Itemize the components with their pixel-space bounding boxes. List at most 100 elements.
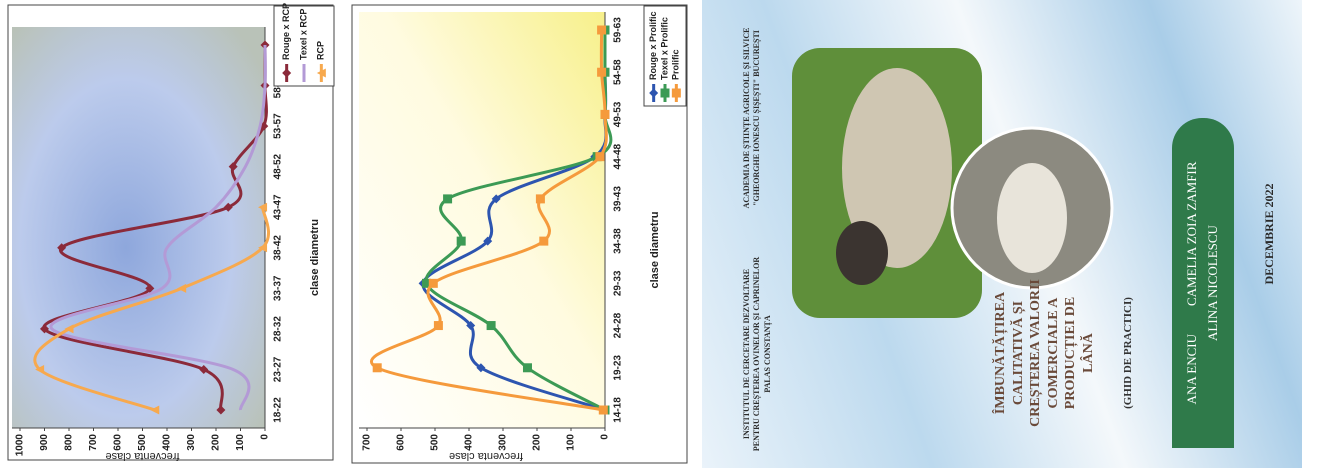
y-tick-label: 700 [362,434,373,451]
legend-box [643,5,687,107]
x-tick-label: 39-43 [613,186,624,212]
y-axis-title: frecventa clase [106,450,180,462]
y-tick-label: 300 [498,434,509,451]
x-tick-label: 19-23 [613,355,624,381]
y-tick-label: 0 [260,434,271,440]
y-tick-label: 900 [39,434,50,451]
series-line [49,44,267,411]
x-tick-label: 48-52 [273,153,284,179]
marker [259,121,269,131]
marker [443,194,453,204]
x-tick-label: 33-37 [273,275,284,301]
y-tick-label: 300 [186,434,197,451]
book-cover: INSTITUTUL DE CERCETARE DEZVOLTARE PENTR… [702,0,1302,468]
y-axis-title: frecventa clase [449,450,523,462]
sheep-head [836,221,888,285]
legend-label: Rouge x RCP [281,3,291,60]
y-tick-label: 100 [566,434,577,451]
title-line: CALITATIVĂ ȘI [1010,300,1026,406]
y-tick-label: 200 [211,434,222,451]
legend-marker [649,88,659,98]
title-line: PRODUCȚIEI DE [1063,296,1078,410]
x-tick-label: 44-48 [613,143,624,169]
x-tick-label: 38-42 [273,235,284,261]
author: ANA ENCIU [1184,334,1199,405]
y-tick-label: 700 [88,434,99,451]
legend-marker [282,68,292,78]
y-tick-label: 100 [235,434,246,451]
legend-box [273,5,335,87]
marker [486,321,496,331]
marker [177,283,187,293]
legend-label: Rouge x Prolific [648,11,658,80]
marker [433,321,443,331]
marker [258,243,268,253]
x-tick-label: 43-47 [273,194,284,220]
marker [595,152,605,162]
y-tick-label: 1000 [15,434,26,457]
author: CAMELIA ZOIA ZAMFIR [1184,161,1199,307]
marker [145,283,155,293]
marker [598,405,608,415]
marker [428,278,438,288]
y-tick-label: 600 [396,434,407,451]
marker [456,236,466,246]
marker [258,202,268,212]
marker [372,363,382,373]
marker [600,109,610,119]
marker [150,405,160,415]
legend-label: Prolific [671,49,681,80]
x-tick-label: 14-18 [613,397,624,423]
marker [422,278,431,288]
legend-label: Texel x Prolific [659,17,669,80]
marker [466,321,476,331]
marker [597,25,607,35]
legend-marker [316,68,326,78]
marker [216,405,226,415]
x-tick-label: 23-27 [273,356,284,382]
title-line: ÎMBUNĂTĂȚIREA [993,291,1008,415]
marker [491,194,501,204]
x-tick-label: 18-22 [273,397,284,423]
x-tick-label: 53-57 [273,113,284,139]
legend-label: RCP [316,41,326,60]
title-line: LÂNĂ [1080,333,1096,373]
x-tick-label: 54-58 [613,59,624,85]
marker [476,363,486,373]
x-tick-label: 29-33 [613,270,624,296]
date: DECEMBRIE 2022 [1262,183,1276,285]
x-tick-label: 49-53 [613,101,624,127]
marker [35,364,45,374]
marker [539,236,549,246]
legend-label: Texel x RCP [298,9,308,60]
x-axis-title: clase diametru [649,211,661,288]
marker [57,243,67,253]
chart: 0 100 200 300 400 500 600 700 14-18 19-23 24-28 29-… [351,4,688,464]
sheep [842,68,952,268]
marker [522,363,532,373]
legend-marker [660,88,670,98]
subtitle: (GHID DE PRACTICI) [1122,297,1134,409]
x-axis-title: clase diametru [309,219,321,296]
y-tick-label: 200 [532,434,543,451]
author: ALINA NICOLESCU [1204,225,1220,341]
title-line: CREȘTEREA VALORII [1028,279,1043,427]
marker [40,324,49,334]
title-line: COMERCIALE A [1045,297,1061,409]
chart: 0 100 200 300 400 500 600 700 800 900 1000 18-22 23-… [7,3,335,462]
y-tick-label: 500 [137,434,148,451]
marker [597,67,607,77]
legend-marker [671,88,681,98]
y-tick-label: 0 [600,434,611,440]
x-tick-label: 59-63 [613,17,624,43]
title: ÎMBUNĂTĂȚIREA CALITATIVĂ ȘI CREȘTEREA VALO… [992,258,1097,448]
marker [535,194,545,204]
plot-area [359,12,605,428]
marker [483,236,493,246]
marker [223,202,233,212]
marker [199,364,209,374]
x-tick-label: 28-32 [273,316,284,342]
x-tick-label: 24-28 [613,312,624,338]
x-tick-label: 34-38 [613,228,624,254]
